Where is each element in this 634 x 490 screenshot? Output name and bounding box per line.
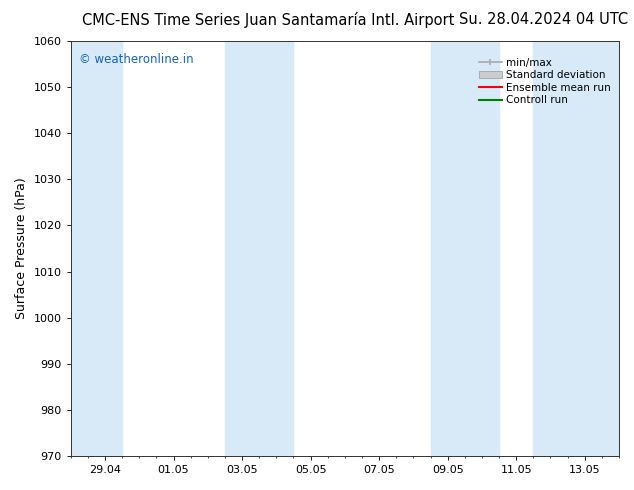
Text: CMC-ENS Time Series Juan Santamaría Intl. Airport: CMC-ENS Time Series Juan Santamaría Intl… [82,12,455,28]
Bar [225,41,294,456]
Text: © weatheronline.in: © weatheronline.in [79,53,193,67]
Text: Su. 28.04.2024 04 UTC: Su. 28.04.2024 04 UTC [458,12,628,27]
Bar [71,41,122,456]
Bar [533,41,619,456]
Bar [430,41,499,456]
Y-axis label: Surface Pressure (hPa): Surface Pressure (hPa) [15,178,28,319]
Legend: min/max, Standard deviation, Ensemble mean run, Controll run: min/max, Standard deviation, Ensemble me… [476,54,614,109]
